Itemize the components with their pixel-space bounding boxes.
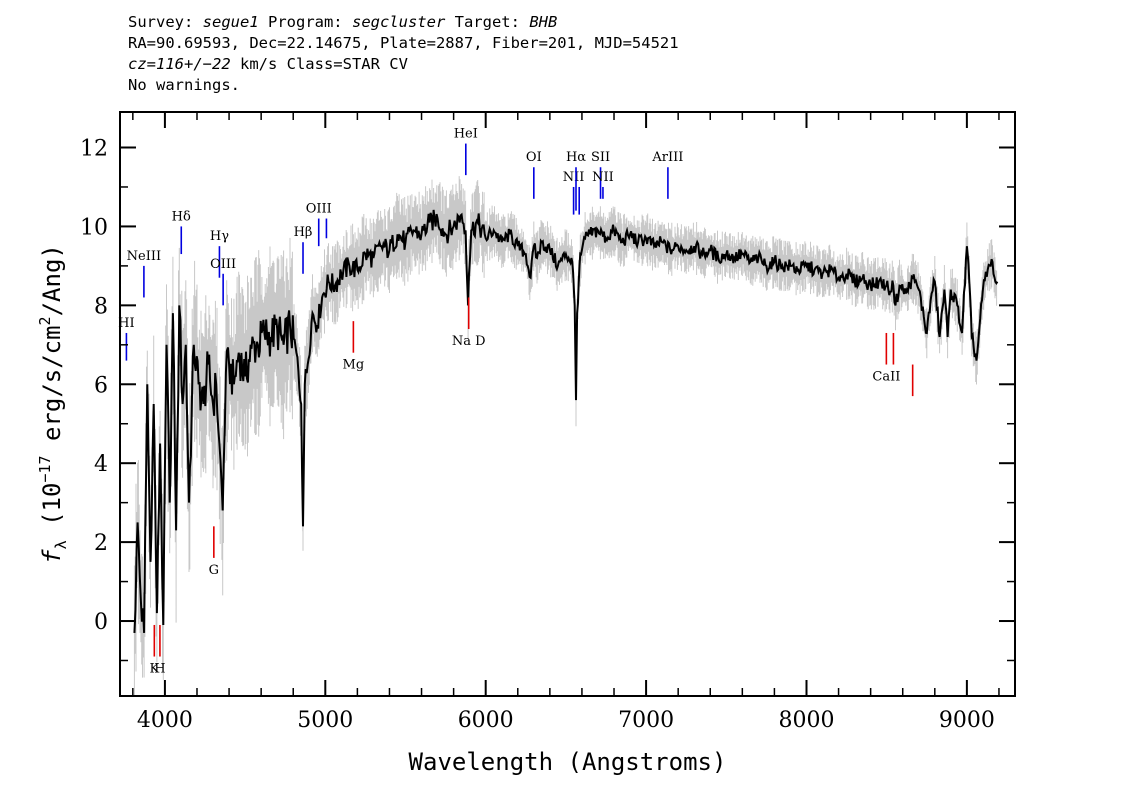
line-label: Mg (343, 358, 365, 373)
x-tick-label: 7000 (618, 708, 674, 733)
line-label: Na D (452, 334, 486, 349)
x-tick-label: 9000 (939, 708, 995, 733)
y-tick-label: 4 (94, 452, 108, 477)
spectral-line-markers: HI NeIII Hδ Hγ OIII Hβ OIII HeI OI NII Hα SII NII ArI… (118, 127, 914, 677)
y-tick-label: 0 (94, 610, 108, 635)
program-label: Program: (258, 13, 352, 31)
redshift-value: cz=116+/−22 (128, 55, 231, 73)
y-axis-title-mid: erg/s/cm (38, 325, 66, 455)
line-label: Hγ (210, 229, 229, 244)
x-axis-title: Wavelength (Angstroms) (409, 748, 727, 776)
y-tick-label: 2 (94, 531, 108, 556)
y-axis-title-sub: λ (52, 540, 70, 549)
line-label: Hα (566, 150, 586, 165)
y-axis-title-post: /Ang) (38, 244, 66, 316)
y-tick-label: 12 (80, 137, 108, 162)
header-line-warnings: No warnings. (128, 76, 240, 94)
line-label: OIII (306, 202, 332, 217)
plot-frame (119, 111, 1016, 697)
y-axis-title-exp1: −17 (36, 455, 54, 482)
line-label: HI (118, 316, 134, 331)
line-label: Hβ (294, 225, 313, 240)
line-label: HeI (454, 127, 478, 142)
y-axis-title: fλ (10−17 erg/s/cm2/Ang) (36, 244, 70, 564)
line-label: Hδ (172, 209, 191, 224)
x-tick-label: 6000 (458, 708, 514, 733)
line-label: NeIII (127, 249, 161, 264)
x-axis: 4000 5000 6000 7000 8000 9000 (132, 112, 1000, 733)
line-label: SII (591, 150, 610, 165)
y-axis-title-exp2: 2 (36, 316, 54, 325)
x-tick-label: 8000 (778, 708, 834, 733)
header-line-redshift: cz=116+/−22 km/s Class=STAR CV (128, 54, 679, 75)
x-tick-label: 5000 (297, 708, 353, 733)
line-label: OIII (210, 257, 236, 272)
line-label: ArIII (651, 150, 683, 165)
x-tick-label: 4000 (137, 708, 193, 733)
spectrum-line (133, 209, 999, 633)
line-label: NII (592, 170, 614, 185)
header-line-coordinates: RA=90.69593, Dec=22.14675, Plate=2887, F… (128, 34, 679, 52)
spectrum-header: Survey: segue1 Program: segcluster Targe… (128, 12, 679, 96)
line-label: OI (526, 150, 542, 165)
target-label: Target: (445, 13, 530, 31)
y-axis-title-pre: (10 (38, 483, 66, 541)
y-axis: 0 2 4 6 8 10 12 (80, 137, 1015, 662)
survey-value: segue1 (202, 13, 259, 31)
survey-label: Survey: (128, 13, 203, 31)
y-tick-label: 10 (80, 215, 108, 240)
target-value: BHB (529, 13, 558, 31)
line-label: H (154, 662, 165, 677)
class-text: km/s Class=STAR CV (230, 55, 408, 73)
line-label: G (209, 563, 219, 578)
y-axis-title-f: f (38, 549, 66, 564)
program-value: segcluster (351, 13, 446, 31)
y-tick-label: 6 (94, 373, 108, 398)
header-line-survey: Survey: segue1 Program: segcluster Targe… (128, 12, 679, 33)
line-label: CaII (872, 370, 900, 385)
line-label: K (149, 662, 159, 677)
y-tick-label: 8 (94, 294, 108, 319)
line-label: NII (563, 170, 585, 185)
